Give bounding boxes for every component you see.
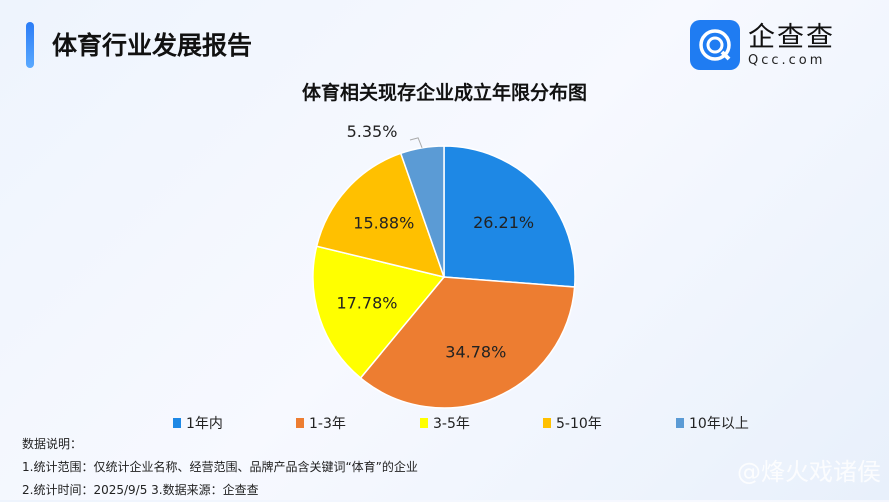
- notes-heading: 数据说明：: [22, 437, 83, 451]
- data-label: 26.21%: [473, 213, 534, 232]
- logo-en: Qcc.com: [748, 52, 826, 68]
- data-label: 34.78%: [445, 343, 506, 362]
- pie-slice-4: [399, 145, 445, 278]
- legend-label: 5-10年: [556, 416, 602, 432]
- notes-line1: 1.统计范围：仅统计企业名称、经营范围、品牌产品含关键词“体育”的企业: [22, 460, 418, 474]
- pie-slice-3: [315, 152, 446, 279]
- notes-line2: 2.统计时间：2025/9/5 3.数据来源：企查查: [22, 483, 259, 497]
- chart-title: 体育相关现存企业成立年限分布图: [301, 82, 587, 104]
- legend-item: 5-10年: [543, 413, 602, 433]
- pie-slice-1: [359, 276, 576, 409]
- qcc-logo-icon: [690, 20, 740, 70]
- legend-item: 10年以上: [676, 413, 749, 433]
- data-label: 17.78%: [336, 294, 397, 313]
- legend-swatch: [296, 418, 304, 428]
- data-notes: 数据说明： 1.统计范围：仅统计企业名称、经营范围、品牌产品含关键词“体育”的企…: [22, 433, 418, 502]
- data-label: 5.35%: [347, 122, 398, 141]
- watermark: @烽火戏诸侯: [737, 458, 881, 486]
- legend-label: 1-3年: [309, 416, 346, 432]
- legend-swatch: [420, 418, 428, 428]
- legend-swatch: [543, 418, 551, 428]
- legend-swatch: [676, 418, 684, 428]
- title-accent-bar: [26, 22, 34, 68]
- legend-item: 3-5年: [420, 413, 470, 433]
- legend-item: 1-3年: [296, 413, 346, 433]
- logo-cn: 企查查: [748, 21, 835, 53]
- legend-label: 3-5年: [433, 416, 470, 432]
- legend-label: 1年内: [186, 416, 223, 432]
- pie-slice-0: [443, 145, 576, 288]
- leader-line: [409, 137, 423, 149]
- page-title: 体育行业发展报告: [52, 31, 253, 60]
- data-label: 15.88%: [353, 213, 414, 232]
- legend-swatch: [173, 418, 181, 428]
- pie-slice-2: [312, 245, 446, 380]
- qcc-logo: 企查查 Qcc.com: [690, 20, 835, 70]
- legend-item: 1年内: [173, 413, 223, 433]
- legend-label: 10年以上: [689, 416, 749, 432]
